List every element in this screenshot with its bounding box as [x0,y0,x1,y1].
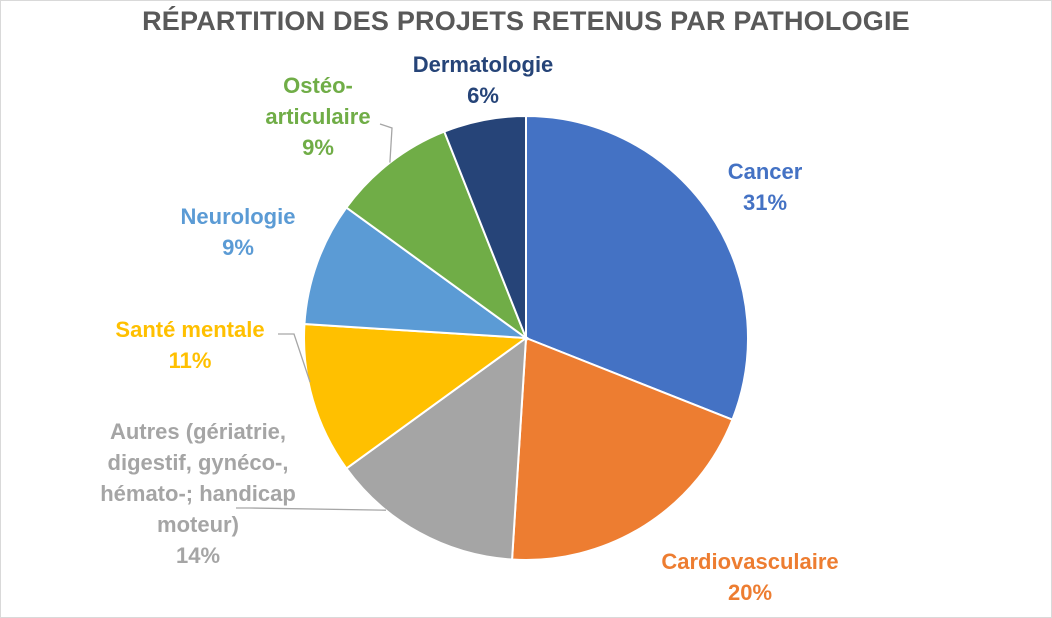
label-osteo-name-line-1: Ostéo- [283,73,353,98]
pie-slice-cancer [525,114,749,422]
label-cancer-value: 31% [742,190,788,215]
label-autres-name-line-3: hémato-; handicap [100,481,296,506]
label-osteo-name-line-2: articulaire [265,104,371,129]
label-dermatologie-value: 6% [467,83,499,108]
label-autres-name-line-1: Autres (gériatrie, [109,419,287,444]
label-osteo-value: 9% [302,135,334,160]
label-cardiovasculaire-value: 20% [727,580,773,605]
label-cancer-name: Cancer [727,159,803,184]
label-cardiovasculaire-name: Cardiovasculaire [661,549,839,574]
label-dermatologie: Dermatologie 6% [388,49,578,111]
chart-title: RÉPARTITION DES PROJETS RETENUS PAR PATH… [142,6,910,36]
leader-line-osteo-articulaire [379,123,393,163]
label-sante-mentale-value: 11% [168,348,212,373]
label-cancer: Cancer 31% [700,156,830,218]
label-autres-name-line-4: moteur) [157,512,239,537]
label-autres: Autres (gériatrie, digestif, gynéco-, hé… [86,416,310,571]
leader-line-autres [236,507,387,511]
pie-slice-dermatologie [442,114,527,339]
label-neurologie: Neurologie 9% [158,201,318,263]
pie-slice-neurologie [303,206,530,340]
pie-slice-cardiovasculaire [510,336,734,561]
label-sante-mentale-name: Santé mentale [115,317,265,342]
label-autres-name-line-2: digestif, gynéco-, [107,450,289,475]
label-sante-mentale: Santé mentale 11% [90,314,290,376]
pie-slice-autres [345,335,528,561]
label-neurologie-value: 9% [222,235,254,260]
label-autres-value: 14% [175,543,221,568]
label-neurologie-name: Neurologie [180,204,296,229]
label-dermatologie-name: Dermatologie [412,52,554,77]
pie-slice-sante-mentale [303,322,529,470]
leader-line-sante-mentale [278,333,311,383]
pie-slice-osteo-articulaire [345,130,529,341]
label-cardiovasculaire: Cardiovasculaire 20% [640,546,860,608]
label-osteo-articulaire: Ostéo- articulaire 9% [245,70,391,163]
